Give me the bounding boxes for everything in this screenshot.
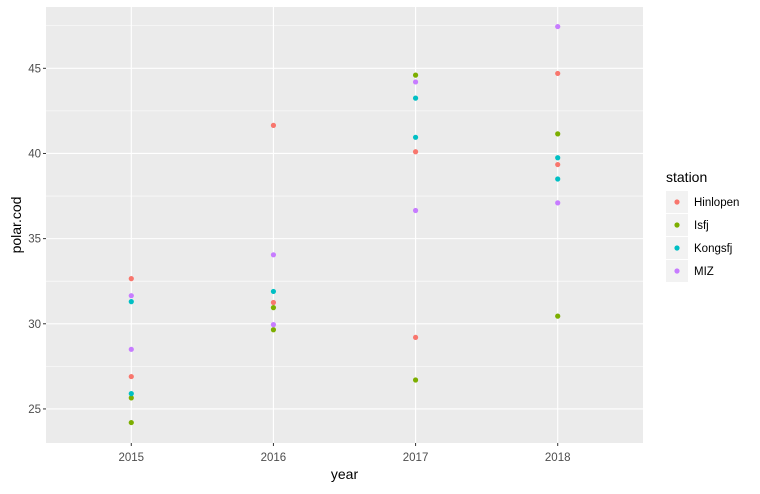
data-point-miz [270, 322, 277, 328]
x-tick-label: 2017 [403, 452, 429, 464]
data-point-hinlopen [128, 373, 134, 380]
data-point-hinlopen [412, 334, 419, 341]
major-gridlines [46, 7, 643, 443]
legend-title: station [666, 169, 707, 185]
x-axis: 2015 2016 2017 2018 [118, 443, 571, 464]
legend-item-isfj: Isfj [666, 214, 709, 236]
data-point-miz [412, 207, 419, 214]
legend-dot-icon [674, 268, 680, 274]
data-point-isfj [270, 327, 277, 333]
minor-gridlines [46, 25, 643, 367]
legend-dot-icon [674, 245, 680, 251]
data-point-miz [412, 79, 419, 85]
data-point-hinlopen [128, 276, 134, 282]
legend-items: Hinlopen Isfj Kongsfj MIZ [666, 191, 739, 282]
data-point-kongsfj [128, 299, 134, 305]
data-point-miz [128, 293, 134, 299]
y-tick-label: 25 [28, 404, 41, 416]
x-axis-title: year [331, 466, 359, 482]
data-point-kongsfj [412, 95, 419, 101]
data-point-hinlopen [412, 149, 419, 155]
data-point-hinlopen [270, 299, 277, 306]
plot-panel [46, 7, 643, 443]
data-point-hinlopen [270, 122, 277, 128]
x-tick-label: 2016 [261, 452, 287, 464]
data-point-kongsfj [270, 288, 277, 295]
data-point-miz [555, 200, 561, 206]
x-tick-label: 2015 [118, 452, 144, 464]
data-point-hinlopen [555, 70, 561, 77]
data-point-miz [270, 252, 277, 258]
data-points [128, 23, 561, 426]
data-point-kongsfj [555, 155, 561, 161]
legend-label: Isfj [694, 220, 709, 232]
legend-item-kongsfj: Kongsfj [666, 237, 732, 259]
y-tick-label: 30 [28, 319, 41, 331]
legend-label: Hinlopen [694, 197, 739, 209]
legend-dot-icon [674, 199, 680, 205]
legend-item-hinlopen: Hinlopen [666, 191, 739, 213]
data-point-isfj [270, 305, 277, 311]
y-tick-label: 35 [28, 234, 41, 246]
data-point-kongsfj [555, 176, 561, 182]
data-point-isfj [555, 313, 561, 319]
data-point-isfj [128, 395, 134, 401]
y-axis: 25 30 35 40 45 [28, 63, 46, 416]
data-point-isfj [412, 377, 419, 383]
y-axis-title: polar.cod [8, 197, 24, 254]
x-tick-label: 2018 [545, 452, 571, 464]
data-point-hinlopen [555, 161, 561, 168]
legend-item-miz: MIZ [666, 260, 714, 282]
legend-label: MIZ [694, 266, 714, 278]
data-point-kongsfj [412, 134, 419, 140]
data-point-isfj [128, 419, 134, 426]
data-point-isfj [555, 131, 561, 137]
y-tick-label: 45 [28, 63, 41, 75]
data-point-miz [555, 23, 561, 30]
data-point-kongsfj [128, 391, 134, 397]
y-tick-label: 40 [28, 148, 41, 160]
data-point-isfj [412, 72, 419, 78]
legend: station Hinlopen Isfj Kongsfj MIZ [666, 169, 739, 282]
legend-dot-icon [674, 222, 680, 228]
data-point-miz [128, 346, 134, 352]
legend-label: Kongsfj [694, 243, 732, 255]
